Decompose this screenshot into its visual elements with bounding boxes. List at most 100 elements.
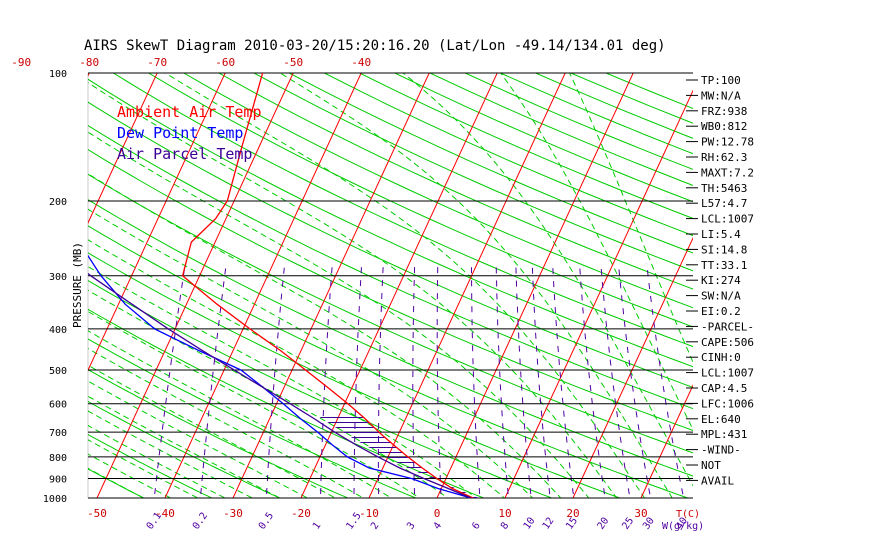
cape-hatch — [317, 415, 479, 498]
mixing-ratio-line — [495, 262, 510, 498]
dry-adiabat — [113, 73, 693, 348]
pressure-tick-label: 1000 — [43, 494, 67, 505]
top-axis-tick-label: -50 — [283, 56, 303, 69]
bottom-axis-tick-label: -10 — [359, 507, 379, 520]
mixing-ratio-line — [412, 262, 416, 498]
top-axis-tick-label: -70 — [147, 56, 167, 69]
index-label: SW:N/A — [701, 290, 741, 303]
mixing-ratio-line — [646, 262, 685, 498]
mixing-ratio-line — [153, 262, 186, 498]
legend-ambient-air-temp: Ambient Air Temp — [117, 103, 262, 121]
isotherm — [88, 73, 226, 372]
mixing-ratio-tick-label: 0.2 — [191, 511, 210, 532]
index-label: MAXT:7.2 — [701, 166, 754, 179]
moist-adiabat — [88, 239, 506, 498]
dry-adiabat — [429, 73, 693, 186]
dry-adiabat — [88, 433, 213, 498]
mixing-ratio-tick-label: 6 — [470, 520, 482, 531]
moist-adiabat — [88, 173, 562, 498]
mixing-ratio-tick-label: 2 — [369, 520, 381, 531]
mixing-ratio-line — [471, 263, 481, 498]
dry-adiabat — [88, 369, 349, 498]
isotherm — [436, 73, 634, 498]
mixing-ratio-tick-label: 8 — [499, 520, 511, 531]
bottom-axis-tick-label: 0 — [434, 507, 441, 520]
moist-adiabat — [88, 467, 145, 498]
dry-adiabat — [183, 73, 693, 309]
moist-adiabat — [402, 73, 693, 487]
dry-adiabat — [288, 73, 693, 254]
dry-adiabat — [148, 73, 693, 328]
stability-indices: TP:100 MW:N/A FRZ:938 WB0:812 PW:12.78 RH:62.… — [686, 74, 754, 487]
mixing-ratio-line — [320, 262, 333, 498]
mixing-ratio-tick-label: 0.5 — [257, 511, 276, 532]
pressure-tick-label: 900 — [49, 475, 67, 486]
index-label: LI:5.4 — [701, 228, 741, 241]
index-label: EL:640 — [701, 413, 741, 426]
index-label: NOT — [701, 459, 721, 472]
mixing-ratio-line — [436, 262, 442, 498]
dry-adiabat — [394, 73, 693, 203]
index-label: TT:33.1 — [701, 259, 747, 272]
isotherm — [164, 73, 362, 498]
ambient-air-temp-line — [181, 73, 474, 498]
isotherm — [572, 236, 693, 498]
pressure-tick-label: 600 — [49, 400, 67, 411]
mixing-ratio-line — [377, 262, 384, 498]
index-label: PW:12.78 — [701, 136, 754, 149]
top-axis-tick-label: -90 — [11, 56, 31, 69]
isotherm — [368, 73, 566, 498]
index-label: EI:0.2 — [701, 305, 741, 318]
bottom-axis-tick-label: 30 — [634, 507, 647, 520]
moist-adiabat — [88, 208, 534, 498]
moist-adiabat — [88, 310, 421, 498]
dry-adiabat — [253, 73, 693, 272]
moist-adiabat — [88, 348, 365, 498]
mixing-ratio-line — [531, 262, 551, 498]
background-grid — [88, 73, 870, 498]
dry-adiabat — [88, 225, 690, 498]
dry-adiabat — [218, 73, 693, 290]
mixing-ratio-line — [199, 262, 227, 498]
moist-adiabat — [88, 330, 393, 498]
mixing-ratio-line — [617, 262, 652, 498]
bottom-axis-tick-label: -40 — [155, 507, 175, 520]
moist-adiabat — [88, 289, 449, 498]
moist-adiabat — [88, 265, 477, 498]
moist-adiabat — [88, 131, 590, 498]
pressure-tick-label: 500 — [49, 366, 67, 377]
pressure-tick-label: 800 — [49, 453, 67, 464]
legend: Ambient Air Temp Dew Point Temp Air Parc… — [117, 103, 262, 163]
top-axis-tick-label: -60 — [215, 56, 235, 69]
mixing-ratio-tick-label: 10 — [522, 516, 538, 532]
isotherm — [300, 73, 498, 498]
dry-adiabat — [88, 124, 693, 410]
index-label: MW:N/A — [701, 89, 741, 102]
x-axis-label: T(C) — [676, 509, 700, 520]
moist-adiabat — [88, 380, 309, 498]
pressure-tick-label: 300 — [49, 272, 67, 283]
cape-area — [317, 415, 479, 498]
index-label: -PARCEL- — [701, 320, 754, 333]
mixing-ratio-tick-label: 1 — [311, 520, 323, 531]
pressure-tick-label: 100 — [49, 69, 67, 80]
index-label: -WIND- — [701, 444, 741, 457]
air-parcel-temp-line — [88, 272, 472, 498]
mixing-ratio-tick-label: 4 — [432, 520, 444, 531]
pressure-tick-label: 200 — [49, 197, 67, 208]
moist-adiabat — [88, 395, 281, 498]
index-label: CAPE:506 — [701, 336, 754, 349]
top-axis-tick-label: -40 — [351, 56, 371, 69]
dry-adiabat — [88, 78, 693, 368]
dry-adiabat — [88, 148, 693, 431]
pressure-tick-label: 400 — [49, 325, 67, 336]
mixing-ratio-line — [515, 262, 532, 498]
isotherm — [845, 73, 870, 498]
index-label: WB0:812 — [701, 120, 747, 133]
mixing-ratio-line — [600, 262, 631, 498]
index-label: AVAIL — [701, 474, 734, 487]
legend-air-parcel-temp: Air Parcel Temp — [117, 145, 252, 163]
moist-adiabat — [499, 73, 693, 431]
legend-dew-point-temp: Dew Point Temp — [117, 124, 243, 142]
